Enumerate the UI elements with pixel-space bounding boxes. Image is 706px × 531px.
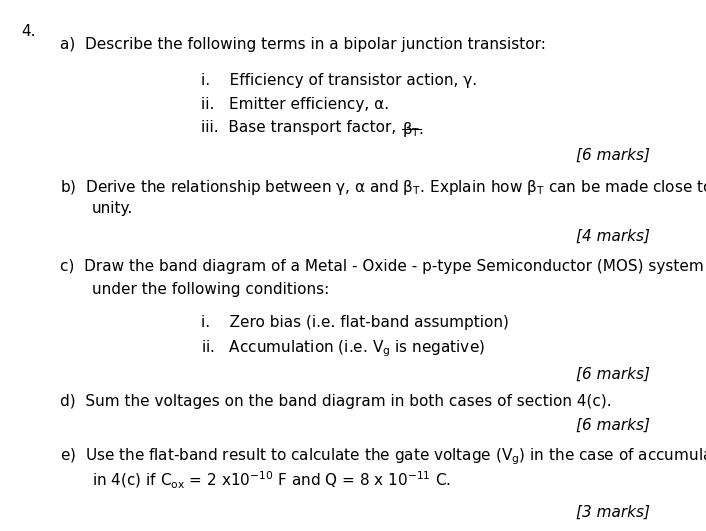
Text: c)  Draw the band diagram of a Metal - Oxide - p-type Semiconductor (MOS) system: c) Draw the band diagram of a Metal - Ox… — [60, 259, 704, 274]
Text: iii.  Base transport factor,: iii. Base transport factor, — [201, 120, 401, 135]
Text: ii.   Accumulation (i.e. $\mathsf{V_g}$ is negative): ii. Accumulation (i.e. $\mathsf{V_g}$ is… — [201, 339, 485, 359]
Text: [6 marks]: [6 marks] — [575, 148, 650, 162]
Text: i.    Efficiency of transistor action, γ.: i. Efficiency of transistor action, γ. — [201, 73, 477, 88]
Text: b)  Derive the relationship between $\mathsf{\gamma}$, $\mathsf{\alpha}$ and $\m: b) Derive the relationship between $\mat… — [60, 178, 706, 197]
Text: unity.: unity. — [92, 201, 133, 216]
Text: [6 marks]: [6 marks] — [575, 366, 650, 381]
Text: under the following conditions:: under the following conditions: — [92, 282, 329, 297]
Text: d)  Sum the voltages on the band diagram in both cases of section 4(c).: d) Sum the voltages on the band diagram … — [60, 394, 611, 409]
Text: [4 marks]: [4 marks] — [575, 229, 650, 244]
Text: 4.: 4. — [21, 24, 36, 39]
Text: a)  Describe the following terms in a bipolar junction transistor:: a) Describe the following terms in a bip… — [60, 37, 546, 52]
Text: [6 marks]: [6 marks] — [575, 417, 650, 432]
Text: $\mathsf{\beta_T}$.: $\mathsf{\beta_T}$. — [402, 120, 424, 139]
Text: i.    Zero bias (i.e. flat-band assumption): i. Zero bias (i.e. flat-band assumption) — [201, 315, 509, 330]
Text: e)  Use the flat-band result to calculate the gate voltage ($\mathsf{V_g}$) in t: e) Use the flat-band result to calculate… — [60, 446, 706, 467]
Text: [3 marks]: [3 marks] — [575, 504, 650, 519]
Text: ii.   Emitter efficiency, α.: ii. Emitter efficiency, α. — [201, 97, 389, 112]
Text: in 4(c) if $\mathsf{C_{ox}}$ = 2 x10$^{-10}$ F and Q = 8 x 10$^{-11}$ C.: in 4(c) if $\mathsf{C_{ox}}$ = 2 x10$^{-… — [92, 469, 450, 491]
